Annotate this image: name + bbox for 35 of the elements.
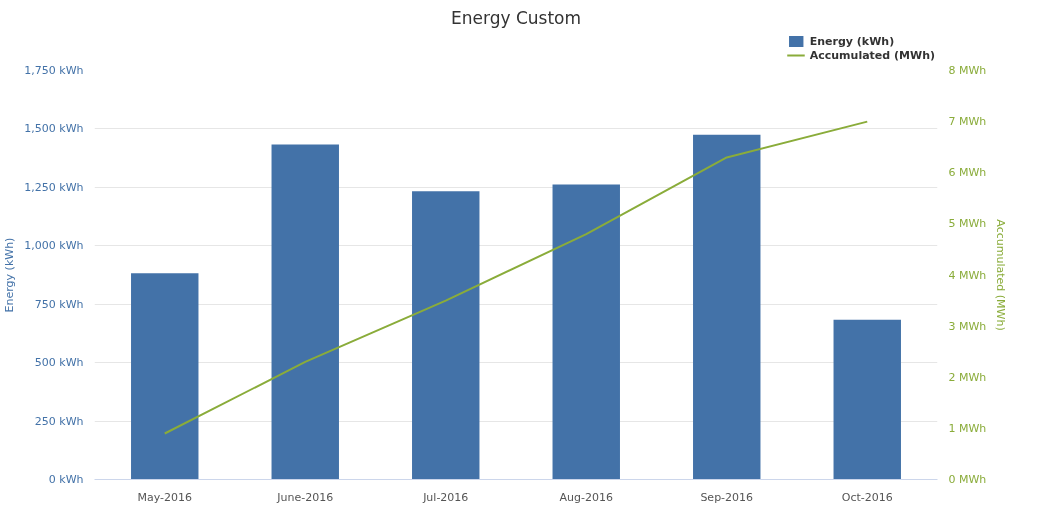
chart-title: Energy Custom: [450, 7, 582, 28]
x-tick-label: May-2016: [137, 490, 193, 504]
y-tick-label: 250 kWh: [34, 414, 84, 428]
y-tick-label: 1,000 kWh: [24, 239, 84, 253]
y2-tick-label: 2 MWh: [948, 370, 987, 384]
x-tick-label: June-2016: [276, 490, 334, 504]
y-tick-label: 750 kWh: [34, 297, 84, 311]
y2-tick-label: 8 MWh: [948, 64, 987, 77]
y2-tick-label: 0 MWh: [948, 473, 987, 486]
bar: [833, 319, 901, 480]
y2-axis-title: Accumulated (MWh): [994, 219, 1008, 331]
y-tick-label: 1,500 kWh: [24, 122, 84, 136]
y-tick-label: 500 kWh: [34, 356, 84, 370]
y2-tick-label: 6 MWh: [948, 166, 987, 180]
legend-label: Accumulated (MWh): [809, 48, 935, 62]
y-tick-label: 1,250 kWh: [24, 180, 84, 194]
y2-tick-label: 1 MWh: [948, 421, 987, 435]
y2-tick-label: 4 MWh: [948, 268, 987, 282]
y2-tick-label: 3 MWh: [948, 319, 987, 333]
y-tick-label: 1,750 kWh: [24, 64, 84, 77]
y2-tick-label: 7 MWh: [948, 115, 987, 129]
y-tick-label: 0 kWh: [48, 473, 84, 486]
bar: [693, 134, 761, 480]
x-tick-label: Aug-2016: [559, 490, 613, 504]
x-tick-label: Oct-2016: [841, 490, 893, 504]
bar: [552, 184, 620, 480]
x-tick-label: Sep-2016: [700, 490, 754, 504]
y-axis-title: Energy (kWh): [3, 237, 17, 313]
legend-label: Energy (kWh): [809, 34, 895, 48]
bar: [412, 191, 480, 480]
y2-tick-label: 5 MWh: [948, 217, 987, 231]
bar: [271, 144, 339, 480]
x-tick-label: Jul-2016: [422, 490, 469, 504]
line-series: [163, 120, 869, 435]
bar: [131, 273, 199, 480]
